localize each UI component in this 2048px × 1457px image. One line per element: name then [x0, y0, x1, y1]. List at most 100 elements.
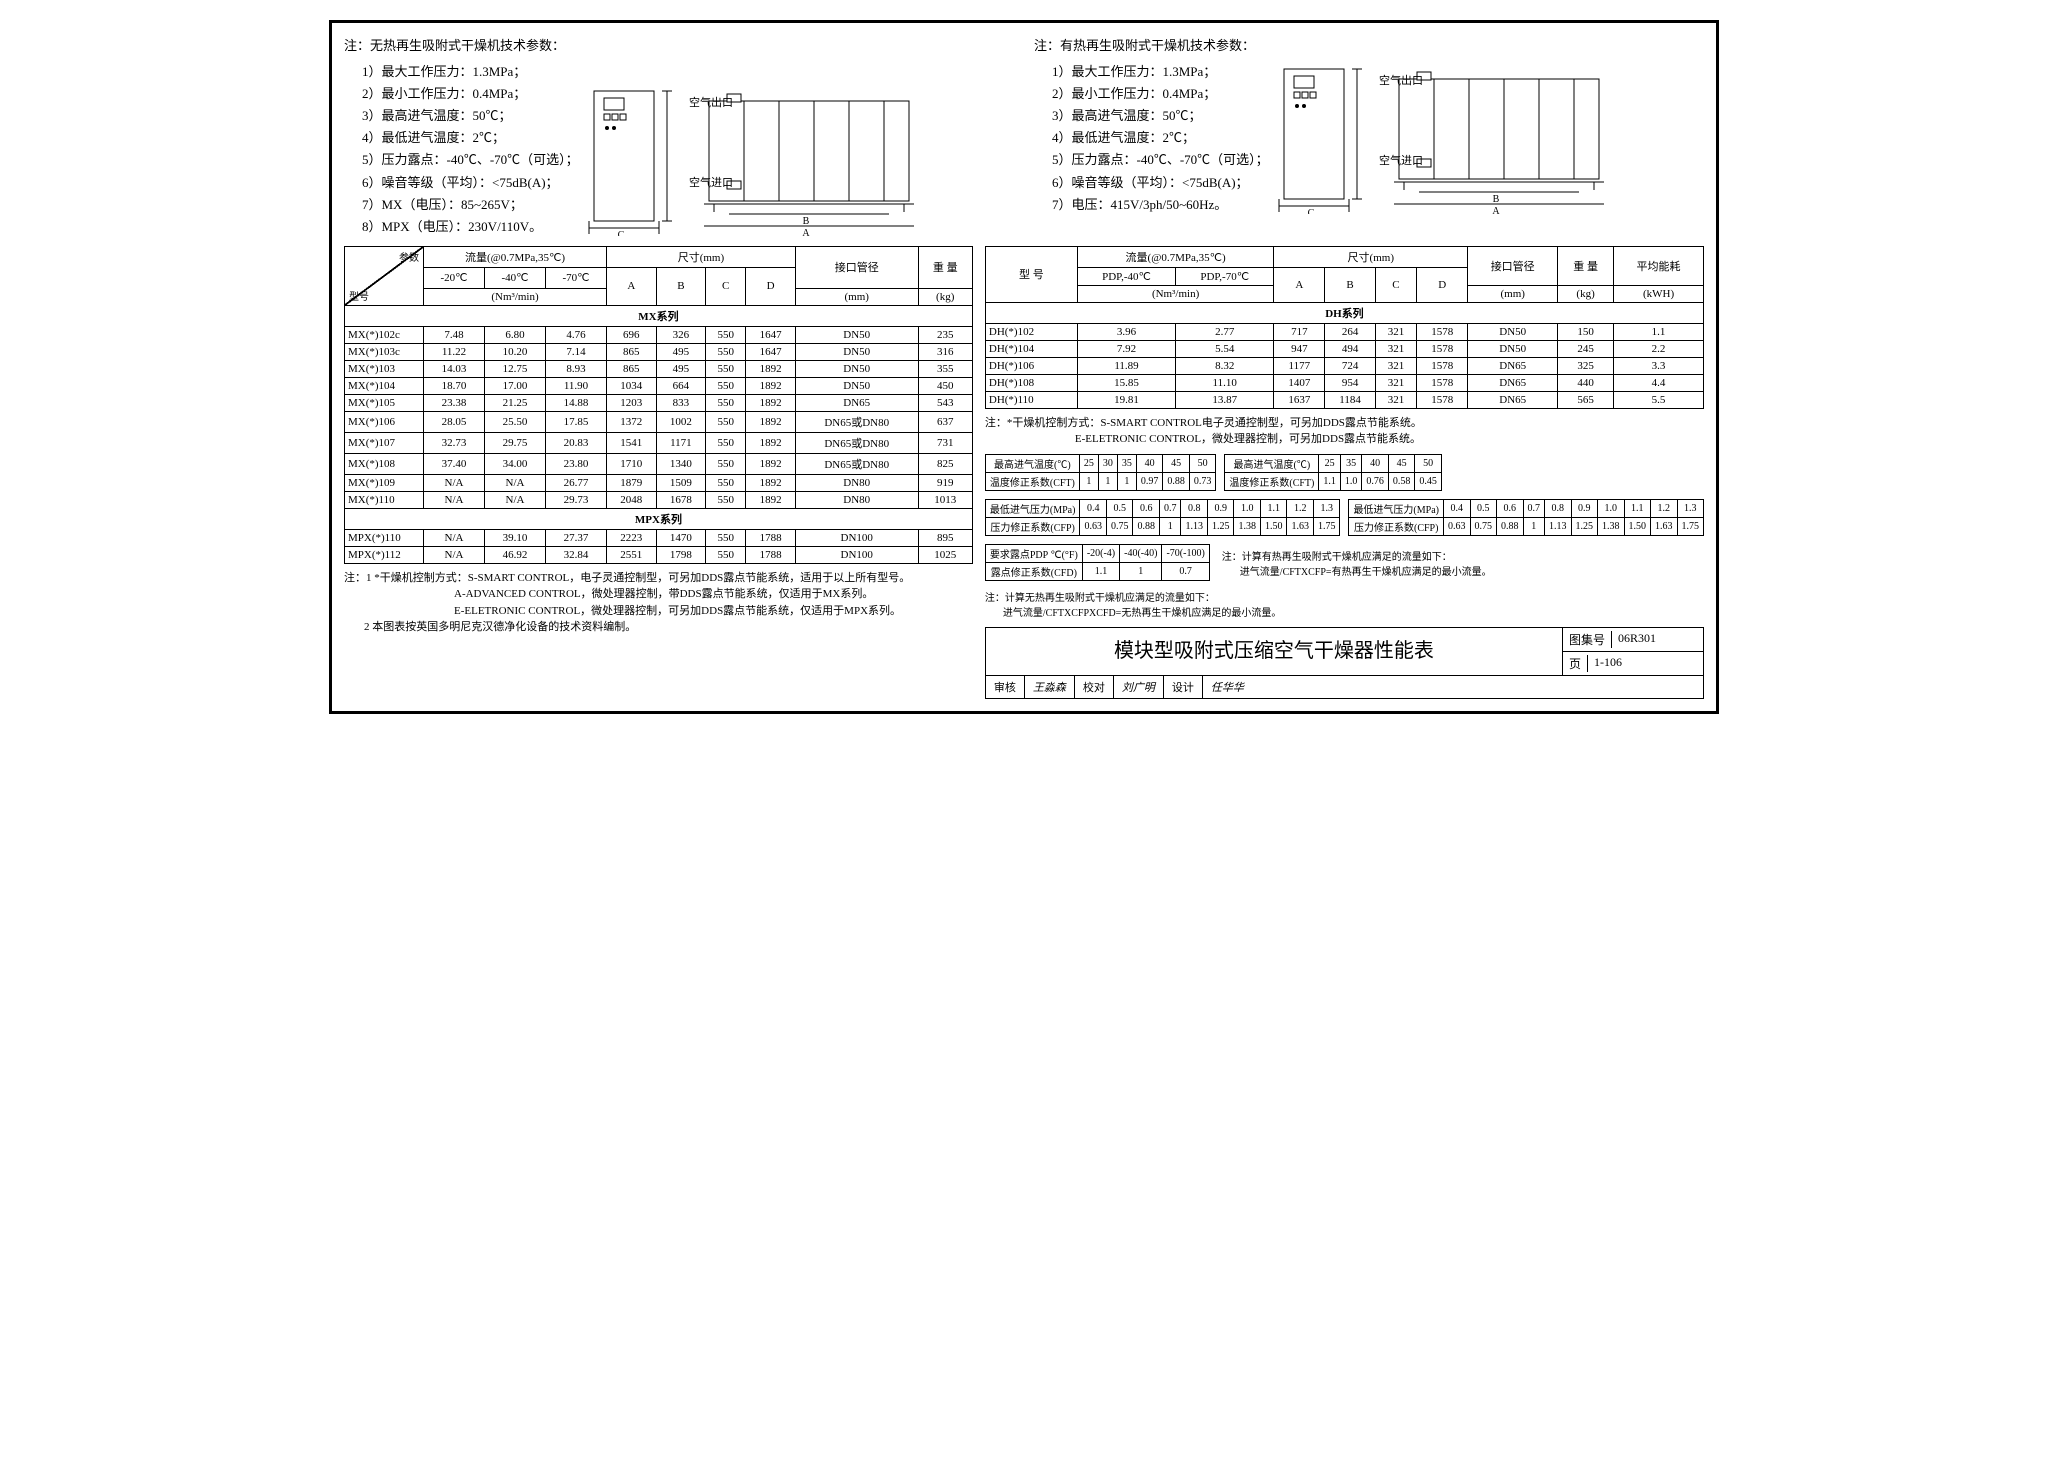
calc-note-bottom: 注：计算无热再生吸附式干燥机应满足的流量如下： 进气流量/CFTXCFPXCFD… — [985, 589, 1704, 619]
corr-cell: 25 — [1079, 454, 1098, 472]
note-line: E-ELETRONIC CONTROL，微处理器控制，可另加DDS露点节能系统。 — [985, 431, 1704, 448]
table-cell: 1541 — [607, 432, 657, 453]
svg-text:C: C — [618, 230, 625, 236]
table-cell: DH(*)110 — [985, 391, 1077, 408]
table-cell: MX(*)109 — [345, 474, 424, 491]
table-cell: 1578 — [1417, 391, 1468, 408]
table-cell: 37.40 — [424, 453, 485, 474]
drawing-title: 模块型吸附式压缩空气干燥器性能表 — [986, 628, 1563, 675]
table-cell: 1892 — [746, 474, 796, 491]
table-cell: 21.25 — [484, 394, 545, 411]
th-wt-u: (kg) — [1558, 285, 1614, 302]
table-row: MPX(*)110N/A39.1027.37222314705501788DN1… — [345, 529, 973, 546]
table-cell: DN65 — [795, 394, 918, 411]
th-pipe-u: (mm) — [1468, 285, 1558, 302]
table-cell: 1788 — [746, 546, 796, 563]
corr-cell: 1 — [1523, 517, 1545, 535]
table-cell: 731 — [918, 432, 972, 453]
corr-cell: 25 — [1319, 454, 1341, 472]
table-cell: 10.20 — [484, 343, 545, 360]
th-sub: -70℃ — [545, 267, 606, 288]
table-cell: DH(*)106 — [985, 357, 1077, 374]
table-cell: 11.90 — [545, 377, 606, 394]
table-cell: 1788 — [746, 529, 796, 546]
table-cell: 919 — [918, 474, 972, 491]
table-cell: 264 — [1325, 323, 1375, 340]
corr-cell: 1.63 — [1651, 517, 1678, 535]
series-label: DH系列 — [985, 302, 1703, 323]
table-cell: 7.14 — [545, 343, 606, 360]
table-cell: 895 — [918, 529, 972, 546]
table-cell: MX(*)105 — [345, 394, 424, 411]
table-cell: N/A — [424, 474, 485, 491]
sig-name: 刘广明 — [1114, 676, 1164, 698]
svg-text:A: A — [802, 228, 810, 236]
table-cell: 1578 — [1417, 357, 1468, 374]
corr-header: 最高进气温度(℃) — [1225, 454, 1319, 472]
table-cell: 1578 — [1417, 374, 1468, 391]
svg-text:B: B — [803, 216, 810, 227]
corr-cell: 0.7 — [1162, 562, 1209, 580]
corr-cell: 1 — [1120, 562, 1162, 580]
th-A: A — [1274, 267, 1325, 302]
table-cell: 1892 — [746, 453, 796, 474]
table-cell: DN50 — [1468, 340, 1558, 357]
th-flow: 流量(@0.7MPa,35℃) — [1077, 246, 1273, 267]
table-cell: 29.75 — [484, 432, 545, 453]
top-section: 注：无热再生吸附式干燥机技术参数： 1）最大工作压力：1.3MPa； 2）最小工… — [344, 35, 1704, 236]
corr-cell: 0.5 — [1470, 499, 1497, 517]
corr-cell: 1.13 — [1545, 517, 1572, 535]
th-C: C — [706, 267, 746, 305]
table-cell: 1578 — [1417, 323, 1468, 340]
table-cell: 2223 — [607, 529, 657, 546]
corr-cell: 1.1 — [1082, 562, 1119, 580]
table-cell: 321 — [1375, 323, 1416, 340]
table-cell: 8.32 — [1176, 357, 1274, 374]
right-notes: 注：*干燥机控制方式：S-SMART CONTROL电子灵通控制型，可另加DDS… — [985, 415, 1704, 448]
corr-cell: 1.0 — [1598, 499, 1625, 517]
corr-cell: 1.1 — [1319, 472, 1341, 490]
table-cell: 494 — [1325, 340, 1375, 357]
corr-cell: 1.1 — [1260, 499, 1287, 517]
table-cell: 8.93 — [545, 360, 606, 377]
table-cell: 25.50 — [484, 411, 545, 432]
control-panel-diagram: C D — [1274, 64, 1364, 214]
corr-cell: 0.5 — [1106, 499, 1133, 517]
th-C: C — [1375, 267, 1416, 302]
corr-header: 最低进气压力(MPa) — [985, 499, 1080, 517]
data-tables-row: 参数 型号 流量(@0.7MPa,35℃) 尺寸(mm) 接口管径 重 量 -2… — [344, 246, 1704, 699]
corr-header: 要求露点PDP ℃(°F) — [985, 544, 1082, 562]
note-line: 进气流量/CFTXCFP=有热再生干燥机应满足的最小流量。 — [1222, 563, 1492, 578]
corr-cell: 0.6 — [1497, 499, 1524, 517]
table-cell: 550 — [706, 360, 746, 377]
th-flow: 流量(@0.7MPa,35℃) — [424, 246, 607, 267]
sig-name: 任华华 — [1203, 676, 1252, 698]
table-row: MX(*)10628.0525.5017.85137210025501892DN… — [345, 411, 973, 432]
table-cell: DN50 — [795, 360, 918, 377]
table-cell: 32.73 — [424, 432, 485, 453]
table-cell: 1034 — [607, 377, 657, 394]
table-row: MX(*)10732.7329.7520.83154111715501892DN… — [345, 432, 973, 453]
table-row: DH(*)11019.8113.87163711843211578DN65565… — [985, 391, 1703, 408]
note-line: 2 本图表按英国多明尼克汉德净化设备的技术资料编制。 — [344, 619, 973, 636]
note-line: 注：计算无热再生吸附式干燥机应满足的流量如下： — [985, 589, 1704, 604]
th-wt-u: (kg) — [918, 288, 972, 305]
table-row: DH(*)1023.962.777172643211578DN501501.1 — [985, 323, 1703, 340]
corr-cell: 0.58 — [1388, 472, 1415, 490]
table-cell: 150 — [1558, 323, 1614, 340]
temp-corr-table-2: 最高进气温度(℃)2535404550温度修正系数(CFT)1.11.00.76… — [1224, 454, 1442, 491]
table-cell: 550 — [706, 546, 746, 563]
th-B: B — [656, 267, 706, 305]
right-diagrams: C D 空气出口 空气进口 B A — [1274, 64, 1704, 214]
code-label: 图集号 — [1569, 631, 1612, 648]
table-cell: 550 — [706, 432, 746, 453]
table-cell: 1892 — [746, 411, 796, 432]
left-half: 注：无热再生吸附式干燥机技术参数： 1）最大工作压力：1.3MPa； 2）最小工… — [344, 35, 1014, 236]
table-cell: 17.00 — [484, 377, 545, 394]
corr-cell: 0.7 — [1523, 499, 1545, 517]
table-cell: 1002 — [656, 411, 706, 432]
corner-bot-label: 型号 — [349, 288, 369, 303]
table-cell: 321 — [1375, 340, 1416, 357]
table-cell: 15.85 — [1077, 374, 1175, 391]
table-cell: 3.3 — [1614, 357, 1704, 374]
